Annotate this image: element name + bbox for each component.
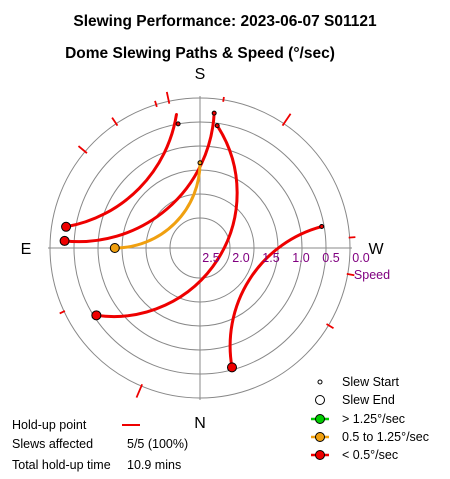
slew-end-dot: [91, 310, 102, 321]
direction-left: E: [21, 241, 32, 258]
speed-tick-label: 0.5: [322, 251, 339, 265]
legend-slow: < 0.5°/sec: [342, 448, 398, 462]
slew-path: [63, 111, 216, 244]
holdup-tick: [77, 145, 88, 154]
holdup-point-label: Hold-up point: [12, 418, 87, 432]
legend-slew-end: Slew End: [342, 393, 395, 407]
holdup-time-value: 10.9 mins: [127, 458, 181, 472]
slew-start-dot: [214, 123, 220, 129]
holdup-tick: [326, 323, 334, 329]
slew-path: [94, 124, 239, 319]
holdup-tick: [281, 113, 292, 127]
slews-affected-label: Slews affected: [12, 437, 93, 451]
holdup-tick: [222, 96, 225, 102]
holdup-tick: [154, 100, 158, 108]
slew-dots: [59, 110, 325, 373]
legend-medium: 0.5 to 1.25°/sec: [342, 430, 429, 444]
legend: Slew Start Slew End > 1.25°/sec 0.5 to 1…: [311, 375, 429, 462]
speed-tick-label: 0.0: [352, 251, 369, 265]
speed-tick-label: 1.0: [292, 251, 309, 265]
slew-start-dot: [175, 121, 181, 127]
slew-path: [113, 161, 202, 250]
chart-title: Slewing Performance: 2023-06-07 S01121: [73, 13, 377, 30]
chart-subtitle: Dome Slewing Paths & Speed (°/sec): [65, 45, 335, 62]
holdup-ticks: [59, 91, 356, 398]
holdup-tick: [135, 383, 143, 398]
holdup-stats: Hold-up point Slews affected 5/5 (100%) …: [12, 418, 188, 472]
speed-tick-label: 1.5: [262, 251, 279, 265]
legend-fast-dot: [315, 414, 325, 424]
holdup-tick: [111, 117, 119, 127]
slew-end-dot: [61, 221, 72, 232]
direction-top: S: [195, 66, 206, 83]
direction-bottom: N: [194, 415, 206, 432]
holdup-tick: [59, 310, 66, 315]
slew-end-dot: [226, 362, 237, 373]
speed-axis-label: Speed: [354, 268, 390, 282]
legend-slew-start: Slew Start: [342, 375, 399, 389]
legend-slow-dot: [315, 450, 325, 460]
holdup-time-label: Total hold-up time: [12, 458, 111, 472]
slews-affected-value: 5/5 (100%): [127, 437, 188, 451]
slew-paths: [63, 111, 324, 369]
slew-start-dot: [319, 224, 325, 230]
slew-start-marker: [317, 379, 323, 385]
polar-grid: [48, 96, 352, 400]
legend-medium-dot: [315, 432, 325, 442]
holdup-tick: [346, 272, 355, 277]
slew-end-dot: [59, 235, 70, 246]
direction-right: W: [368, 241, 384, 258]
slew-end-dot: [109, 243, 120, 253]
slew-start-dot: [211, 110, 217, 116]
legend-fast: > 1.25°/sec: [342, 412, 405, 426]
slew-path: [64, 112, 178, 229]
speed-tick-label: 2.0: [232, 251, 249, 265]
speed-tick-label: 2.5: [202, 251, 219, 265]
holdup-tick: [165, 91, 171, 104]
slew-path: [228, 225, 324, 369]
slew-start-dot: [197, 160, 203, 166]
slew-end-marker: [315, 395, 325, 405]
